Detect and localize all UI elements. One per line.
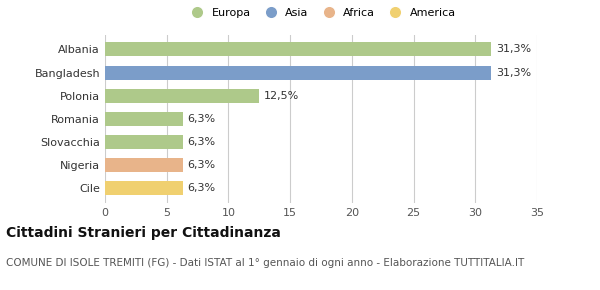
Text: 6,3%: 6,3% [188, 160, 216, 170]
Text: 6,3%: 6,3% [188, 183, 216, 193]
Text: Cittadini Stranieri per Cittadinanza: Cittadini Stranieri per Cittadinanza [6, 226, 281, 240]
Text: 31,3%: 31,3% [496, 44, 532, 55]
Bar [105, 89, 259, 103]
Bar [105, 112, 183, 126]
Bar [105, 182, 183, 195]
Bar [105, 135, 183, 149]
Text: 6,3%: 6,3% [188, 114, 216, 124]
Text: 31,3%: 31,3% [496, 68, 532, 77]
Bar [105, 158, 183, 172]
Legend: Europa, Asia, Africa, America: Europa, Asia, Africa, America [182, 4, 460, 23]
Bar [105, 42, 491, 56]
Text: 6,3%: 6,3% [188, 137, 216, 147]
Bar [105, 66, 491, 79]
Text: COMUNE DI ISOLE TREMITI (FG) - Dati ISTAT al 1° gennaio di ogni anno - Elaborazi: COMUNE DI ISOLE TREMITI (FG) - Dati ISTA… [6, 258, 524, 268]
Text: 12,5%: 12,5% [264, 91, 299, 101]
